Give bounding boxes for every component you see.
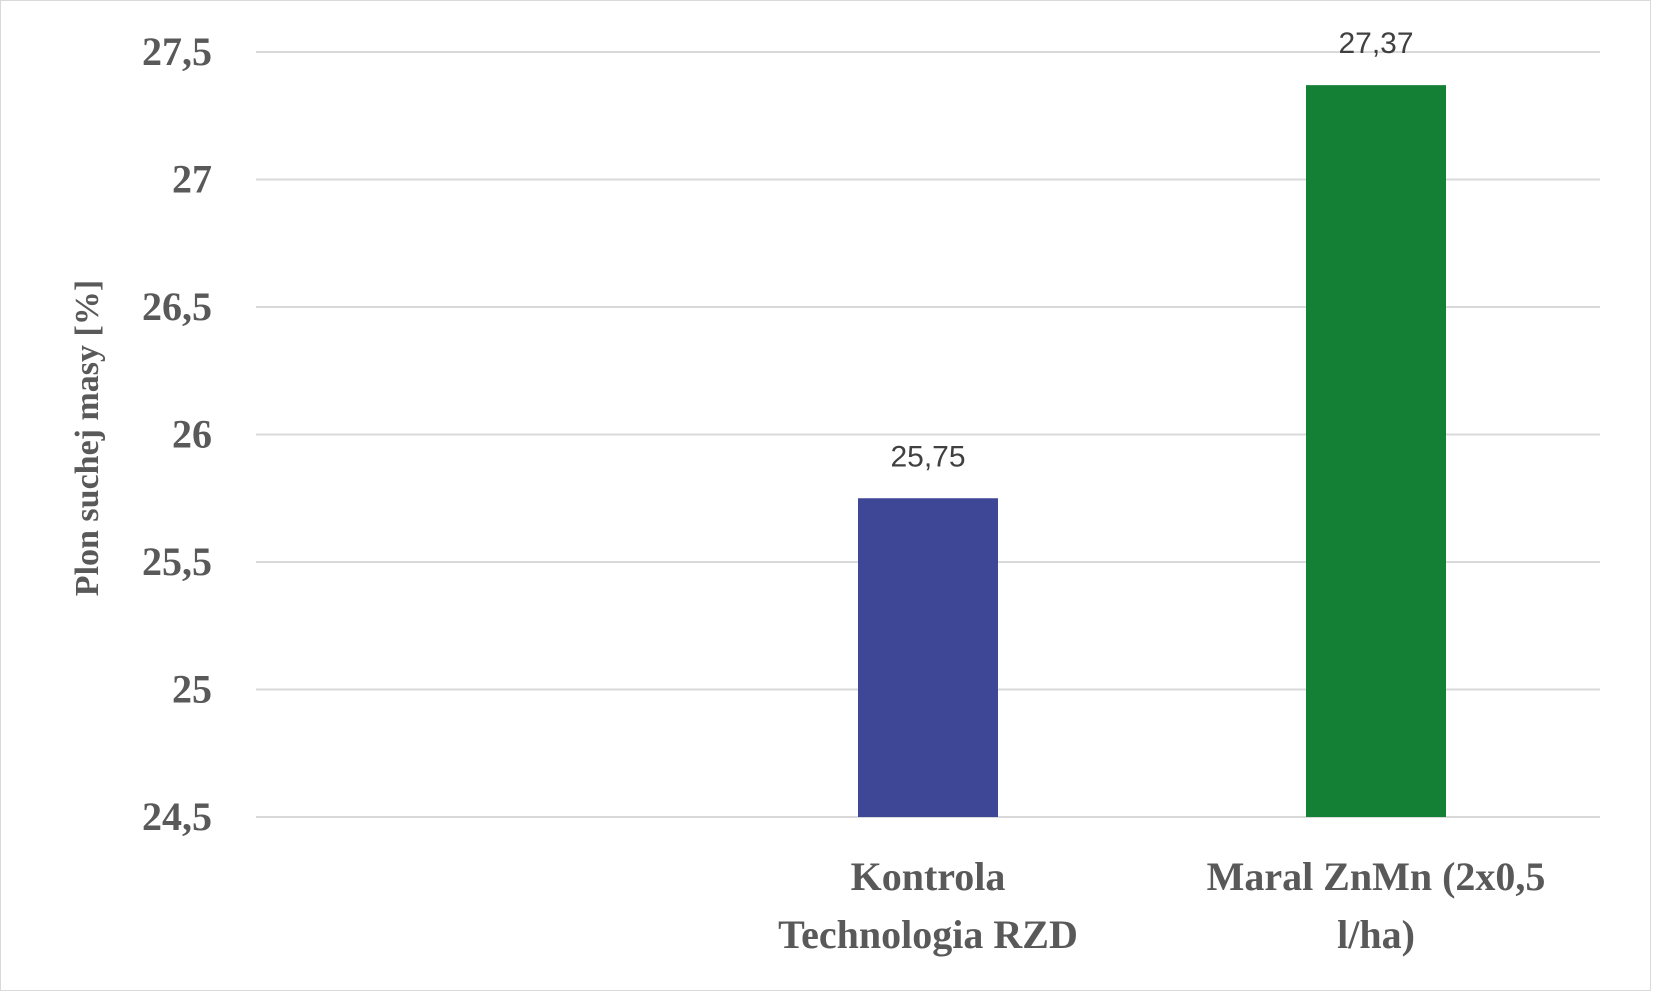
data-label: 27,37 [1338, 27, 1413, 60]
data-label: 25,75 [890, 440, 965, 473]
y-axis-title: Plon suchej masy [%] [69, 280, 106, 596]
category-label: l/ha) [1337, 912, 1415, 957]
category-labels: Kontrola Technologia RZD Maral ZnMn (2x0,5… [778, 854, 1545, 957]
y-tick-label: 25 [172, 667, 212, 712]
y-tick-label: 27 [172, 157, 212, 202]
y-tick-label: 26 [172, 412, 212, 457]
bar [858, 498, 998, 817]
data-labels: 25,75 27,37 [890, 27, 1413, 473]
bar [1306, 85, 1446, 817]
category-label: Maral ZnMn (2x0,5 [1207, 854, 1546, 899]
y-tick-label: 27,5 [142, 29, 212, 74]
y-tick-label: 25,5 [142, 539, 212, 584]
bars [858, 85, 1446, 817]
y-tick-label: 24,5 [142, 794, 212, 839]
category-label: Technologia RZD [778, 912, 1078, 957]
y-tick-label: 26,5 [142, 284, 212, 329]
y-tick-labels: 24,5 25 25,5 26 26,5 27 27,5 [142, 29, 212, 839]
category-label: Kontrola [851, 854, 1006, 899]
